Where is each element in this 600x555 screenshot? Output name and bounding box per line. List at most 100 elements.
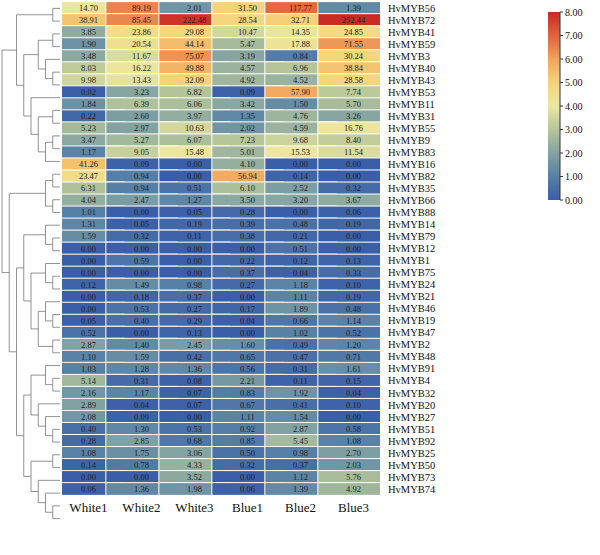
svg-text:HvMYB11: HvMYB11 <box>388 99 435 110</box>
svg-text:2.52: 2.52 <box>293 183 308 193</box>
svg-text:0.56: 0.56 <box>240 364 255 374</box>
svg-text:6.10: 6.10 <box>240 183 255 193</box>
svg-text:2.60: 2.60 <box>134 111 149 121</box>
svg-text:HvMYB4: HvMYB4 <box>388 375 431 386</box>
svg-text:HvMYB20: HvMYB20 <box>388 400 435 411</box>
svg-text:White3: White3 <box>175 500 213 515</box>
svg-text:2.87: 2.87 <box>293 424 308 434</box>
svg-text:117.77: 117.77 <box>289 3 312 13</box>
svg-text:0.00: 0.00 <box>187 268 202 278</box>
svg-text:13.43: 13.43 <box>132 75 151 85</box>
svg-text:1.40: 1.40 <box>134 340 149 350</box>
svg-text:0.52: 0.52 <box>346 328 361 338</box>
svg-text:41.26: 41.26 <box>79 159 98 169</box>
svg-text:0.49: 0.49 <box>293 340 308 350</box>
svg-text:HvMYB75: HvMYB75 <box>388 267 435 278</box>
svg-text:2.01: 2.01 <box>187 3 202 13</box>
svg-text:2.85: 2.85 <box>134 436 149 446</box>
svg-text:3.42: 3.42 <box>240 99 255 109</box>
svg-text:0.94: 0.94 <box>134 171 150 181</box>
svg-text:30.24: 30.24 <box>344 51 364 61</box>
svg-text:0.31: 0.31 <box>134 376 149 386</box>
svg-text:0.04: 0.04 <box>134 400 150 410</box>
svg-text:1.28: 1.28 <box>134 364 149 374</box>
svg-text:75.07: 75.07 <box>185 51 204 61</box>
svg-text:HvMYB79: HvMYB79 <box>388 231 435 242</box>
svg-text:4.10: 4.10 <box>240 159 255 169</box>
svg-text:3.00: 3.00 <box>565 124 583 135</box>
svg-text:Blue3: Blue3 <box>338 500 369 515</box>
svg-text:0.14: 0.14 <box>81 460 97 470</box>
svg-text:38.91: 38.91 <box>79 15 98 25</box>
svg-text:0.37: 0.37 <box>240 268 255 278</box>
svg-text:HvMYB56: HvMYB56 <box>388 3 435 14</box>
svg-text:0.00: 0.00 <box>187 171 202 181</box>
svg-text:31.50: 31.50 <box>238 3 257 13</box>
svg-text:38.84: 38.84 <box>344 63 364 73</box>
svg-text:0.10: 0.10 <box>346 400 361 410</box>
svg-text:6.00: 6.00 <box>565 54 583 65</box>
svg-text:3.85: 3.85 <box>81 27 96 37</box>
svg-text:2.02: 2.02 <box>240 123 255 133</box>
svg-text:1.36: 1.36 <box>187 364 202 374</box>
svg-text:0.10: 0.10 <box>346 280 361 290</box>
svg-text:0.05: 0.05 <box>134 219 149 229</box>
svg-text:0.38: 0.38 <box>240 231 255 241</box>
svg-text:3.26: 3.26 <box>346 111 361 121</box>
svg-text:0.00: 0.00 <box>134 472 149 482</box>
svg-text:0.32: 0.32 <box>134 231 149 241</box>
svg-text:0.00: 0.00 <box>81 292 96 302</box>
svg-text:6.07: 6.07 <box>187 135 202 145</box>
svg-text:0.48: 0.48 <box>346 304 361 314</box>
svg-text:3.52: 3.52 <box>187 472 202 482</box>
svg-text:0.09: 0.09 <box>134 412 149 422</box>
svg-text:0.28: 0.28 <box>240 207 255 217</box>
svg-text:2.97: 2.97 <box>134 123 149 133</box>
svg-text:0.29: 0.29 <box>187 316 202 326</box>
svg-text:0.00: 0.00 <box>81 472 96 482</box>
svg-text:0.00: 0.00 <box>134 328 149 338</box>
svg-text:0.22: 0.22 <box>81 111 96 121</box>
svg-text:HvMYB3: HvMYB3 <box>388 51 430 62</box>
svg-text:1.50: 1.50 <box>293 99 308 109</box>
svg-text:2.47: 2.47 <box>134 195 149 205</box>
svg-text:2.00: 2.00 <box>565 148 583 159</box>
svg-text:0.84: 0.84 <box>293 51 309 61</box>
svg-text:5.14: 5.14 <box>81 376 97 386</box>
svg-text:0.37: 0.37 <box>187 292 202 302</box>
svg-text:32.09: 32.09 <box>185 75 204 85</box>
svg-text:1.00: 1.00 <box>565 171 583 182</box>
svg-text:0.06: 0.06 <box>240 484 255 494</box>
svg-text:1.01: 1.01 <box>81 207 96 217</box>
svg-text:HvMYB59: HvMYB59 <box>388 39 435 50</box>
svg-text:0.42: 0.42 <box>187 352 202 362</box>
svg-text:1.08: 1.08 <box>81 448 96 458</box>
svg-text:0.00: 0.00 <box>346 171 361 181</box>
svg-text:49.88: 49.88 <box>185 63 204 73</box>
svg-text:0.00: 0.00 <box>346 412 361 422</box>
svg-text:3.06: 3.06 <box>187 448 202 458</box>
svg-text:0.98: 0.98 <box>293 448 308 458</box>
svg-text:Blue1: Blue1 <box>232 500 263 515</box>
svg-text:0.00: 0.00 <box>187 159 202 169</box>
svg-text:0.12: 0.12 <box>81 280 96 290</box>
svg-text:0.39: 0.39 <box>240 219 255 229</box>
svg-text:HvMYB12: HvMYB12 <box>388 243 435 254</box>
svg-text:1.59: 1.59 <box>81 231 96 241</box>
svg-text:1.12: 1.12 <box>293 472 308 482</box>
svg-text:2.03: 2.03 <box>346 460 361 470</box>
svg-text:1.17: 1.17 <box>81 147 96 157</box>
svg-text:2.16: 2.16 <box>81 388 96 398</box>
svg-text:4.33: 4.33 <box>187 460 202 470</box>
svg-text:3.97: 3.97 <box>187 111 202 121</box>
svg-text:0.00: 0.00 <box>81 304 96 314</box>
svg-text:HvMYB2: HvMYB2 <box>388 339 430 350</box>
svg-text:0.27: 0.27 <box>240 280 255 290</box>
svg-text:9.68: 9.68 <box>293 135 308 145</box>
svg-text:0.51: 0.51 <box>293 244 308 254</box>
svg-text:HvMYB83: HvMYB83 <box>388 147 435 158</box>
svg-text:HvMYB73: HvMYB73 <box>388 472 435 483</box>
svg-text:1.11: 1.11 <box>240 412 255 422</box>
svg-text:56.94: 56.94 <box>238 171 258 181</box>
svg-text:0.78: 0.78 <box>134 460 149 470</box>
